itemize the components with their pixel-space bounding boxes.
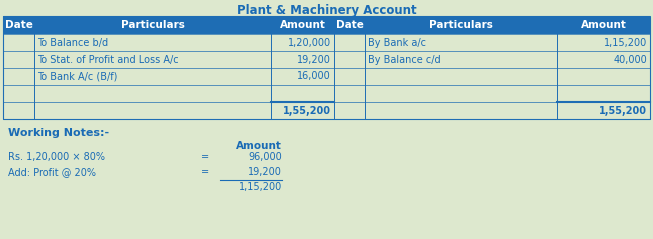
Text: =: =	[201, 167, 209, 177]
Bar	[557, 16, 650, 34]
Text: Date: Date	[5, 20, 33, 30]
Text: Particulars: Particulars	[121, 20, 184, 30]
Bar	[271, 16, 334, 34]
Text: Amount: Amount	[279, 20, 325, 30]
Text: 96,000: 96,000	[248, 152, 282, 162]
Text: Working Notes:-: Working Notes:-	[8, 128, 109, 138]
Text: 1,55,200: 1,55,200	[599, 105, 647, 115]
Bar	[3, 16, 34, 34]
Text: Plant & Machinery Account: Plant & Machinery Account	[236, 4, 417, 16]
Bar	[365, 16, 557, 34]
Text: 16,000: 16,000	[297, 71, 331, 81]
Text: 1,15,200: 1,15,200	[239, 182, 282, 192]
Text: To Bank A/c (B/f): To Bank A/c (B/f)	[37, 71, 118, 81]
Bar	[334, 16, 365, 34]
Text: Amount: Amount	[581, 20, 626, 30]
Text: Add: Profit @ 20%: Add: Profit @ 20%	[8, 167, 96, 177]
Bar	[3, 16, 650, 119]
Text: 19,200: 19,200	[297, 54, 331, 65]
Text: 1,20,000: 1,20,000	[288, 38, 331, 48]
Text: =: =	[201, 152, 209, 162]
Text: 1,15,200: 1,15,200	[604, 38, 647, 48]
Text: Amount: Amount	[236, 141, 282, 151]
Text: Date: Date	[336, 20, 364, 30]
Text: By Balance c/d: By Balance c/d	[368, 54, 441, 65]
Bar	[34, 16, 271, 34]
Text: To Balance b/d: To Balance b/d	[37, 38, 108, 48]
Text: Particulars: Particulars	[429, 20, 493, 30]
Text: 1,55,200: 1,55,200	[283, 105, 331, 115]
Text: To Stat. of Profit and Loss A/c: To Stat. of Profit and Loss A/c	[37, 54, 179, 65]
Text: By Bank a/c: By Bank a/c	[368, 38, 426, 48]
Text: Rs. 1,20,000 × 80%: Rs. 1,20,000 × 80%	[8, 152, 105, 162]
Text: 40,000: 40,000	[613, 54, 647, 65]
Text: 19,200: 19,200	[248, 167, 282, 177]
